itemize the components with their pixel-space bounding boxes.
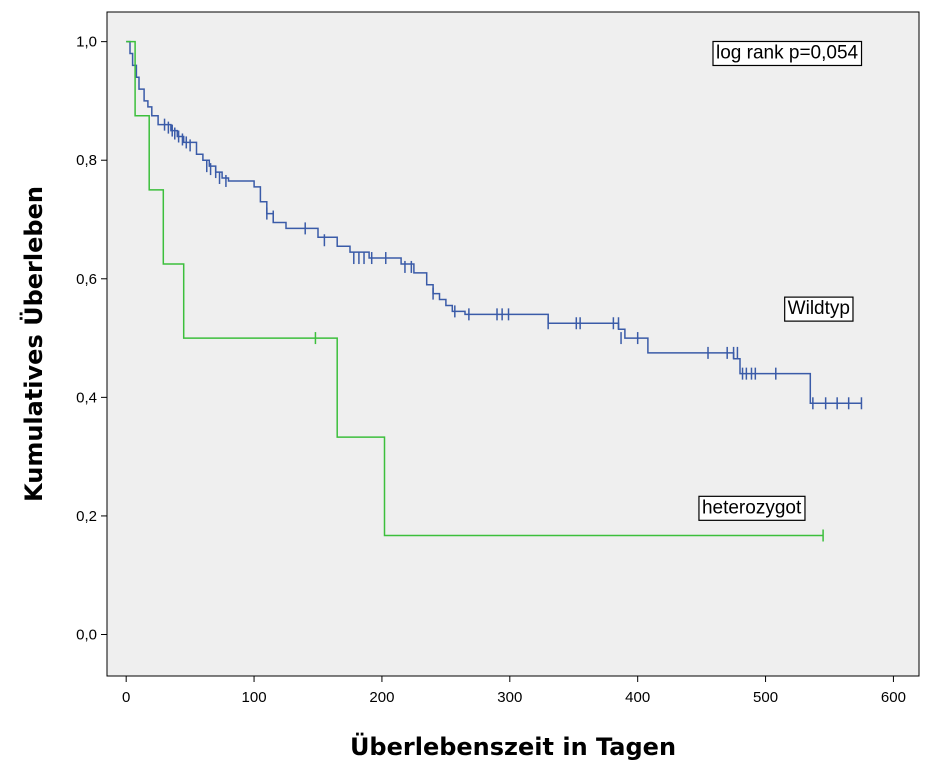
annotation-box bbox=[698, 495, 806, 521]
annotation-layer: log rank p=0,054 Wildtyp heterozygot bbox=[698, 40, 863, 521]
annotation-label: log rank p=0,054 bbox=[716, 42, 859, 63]
x-tick-label: 400 bbox=[625, 689, 650, 706]
x-axis: 0 100 200 300 400 500 600 bbox=[122, 676, 906, 706]
y-axis-title: Kumulatives Überleben bbox=[18, 186, 48, 502]
x-tick-label: 0 bbox=[122, 689, 130, 706]
annotation-label: Wildtyp bbox=[788, 298, 850, 319]
y-tick-label: 0,4 bbox=[76, 389, 97, 406]
x-tick-label: 300 bbox=[497, 689, 522, 706]
x-tick-label: 600 bbox=[881, 689, 906, 706]
y-tick-label: 0,2 bbox=[76, 508, 97, 525]
annotation-box bbox=[712, 40, 863, 67]
y-tick-label: 0,8 bbox=[76, 152, 97, 169]
y-axis: 0,0 0,2 0,4 0,6 0,8 1,0 bbox=[76, 34, 107, 644]
x-tick-label: 200 bbox=[369, 689, 394, 706]
x-tick-label: 100 bbox=[242, 689, 267, 706]
series-line-heterozygot bbox=[126, 40, 824, 537]
y-tick-label: 1,0 bbox=[76, 34, 97, 51]
x-tick-label: 500 bbox=[753, 689, 778, 706]
y-tick-label: 0,0 bbox=[76, 627, 97, 644]
y-tick-label: 0,6 bbox=[76, 271, 97, 288]
series-layer bbox=[126, 40, 863, 542]
x-axis-title: Überlebenszeit in Tagen bbox=[350, 731, 676, 761]
annotation-box bbox=[784, 296, 854, 322]
plot-area bbox=[106, 11, 920, 677]
annotation-label: heterozygot bbox=[702, 497, 802, 518]
